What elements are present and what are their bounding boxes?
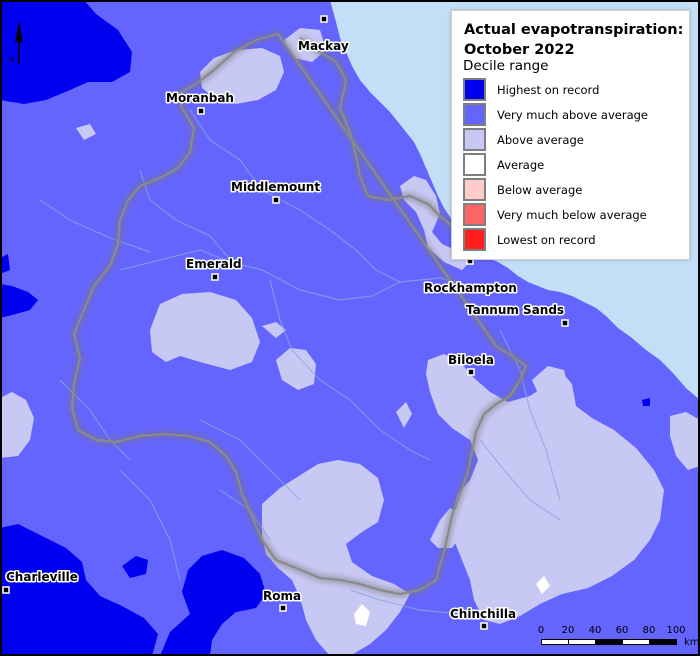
town-marker-mackay: [320, 15, 328, 23]
legend-item-label: Very much above average: [497, 107, 648, 122]
town-marker-middlemount: [272, 196, 280, 204]
town-label-tannum-sands: Tannum Sands: [466, 303, 564, 317]
scale-segment: [595, 639, 623, 645]
town-marker-charleville: [2, 586, 10, 594]
town-marker-roma: [279, 604, 287, 612]
town-label-moranbah: Moranbah: [166, 91, 234, 105]
legend-item: Above average: [463, 127, 648, 152]
legend-item: Below average: [463, 177, 648, 202]
town-label-biloela: Biloela: [448, 353, 494, 367]
scale-tick-label: 0: [537, 625, 545, 636]
above-average-regions: [0, 28, 700, 656]
town-label-roma: Roma: [263, 589, 301, 603]
legend-swatch: [463, 78, 486, 101]
legend: Actual evapotranspiration: October 2022 …: [451, 10, 690, 260]
scale-unit: km: [684, 637, 700, 648]
legend-item: Highest on record: [463, 77, 648, 102]
legend-item: Lowest on record: [463, 227, 648, 252]
legend-title: Actual evapotranspiration: October 2022: [464, 22, 684, 58]
scale-tick-label: 60: [615, 625, 629, 636]
legend-swatch: [463, 103, 486, 126]
legend-item-label: Lowest on record: [497, 232, 596, 247]
town-labels: Mackay Moranbah Middlemount Emerald Rock…: [5, 38, 566, 623]
svg-text:N: N: [9, 56, 14, 64]
average-regions: [354, 576, 550, 626]
town-label-chinchilla: Chinchilla: [450, 607, 516, 621]
legend-swatch: [463, 203, 486, 226]
legend-item-label: Above average: [497, 132, 584, 147]
town-label-charleville: Charleville: [6, 570, 78, 584]
legend-item-label: Average: [497, 157, 545, 172]
legend-item-label: Very much below average: [497, 207, 647, 222]
legend-item: Very much above average: [463, 102, 648, 127]
scale-segment: [649, 639, 677, 645]
legend-item-label: Highest on record: [497, 82, 600, 97]
legend-items: Highest on record Very much above averag…: [463, 77, 648, 252]
scale-tick-label: 80: [642, 625, 656, 636]
scale-segment: [541, 639, 569, 645]
town-markers: [2, 15, 569, 630]
town-label-emerald: Emerald: [186, 257, 242, 271]
north-arrow-icon: N: [9, 20, 23, 64]
scale-tick-label: 100: [666, 625, 686, 636]
scale-bar: 0 20 40 60 80 100 km: [536, 625, 700, 649]
town-marker-chinchilla: [480, 622, 488, 630]
town-marker-emerald: [211, 273, 219, 281]
town-label-rockhampton: Rockhampton: [424, 281, 517, 295]
legend-subtitle: Decile range: [463, 58, 549, 74]
scale-segment: [568, 639, 596, 645]
town-marker-tannum-sands: [561, 319, 569, 327]
basin-boundary: [70, 32, 528, 596]
town-marker-biloela: [467, 368, 475, 376]
scale-tick-label: 20: [561, 625, 575, 636]
rivers: [39, 109, 561, 621]
town-marker-moranbah: [197, 107, 205, 115]
legend-swatch: [463, 153, 486, 176]
town-label-mackay: Mackay: [298, 39, 349, 53]
legend-item-label: Below average: [497, 182, 583, 197]
legend-swatch: [463, 228, 486, 251]
highest-on-record-regions: [0, 0, 650, 656]
scale-segment: [622, 639, 650, 645]
legend-swatch: [463, 128, 486, 151]
legend-swatch: [463, 178, 486, 201]
legend-item: Very much below average: [463, 202, 648, 227]
scale-tick-label: 40: [588, 625, 602, 636]
town-label-middlemount: Middlemount: [231, 180, 320, 194]
legend-item: Average: [463, 152, 648, 177]
